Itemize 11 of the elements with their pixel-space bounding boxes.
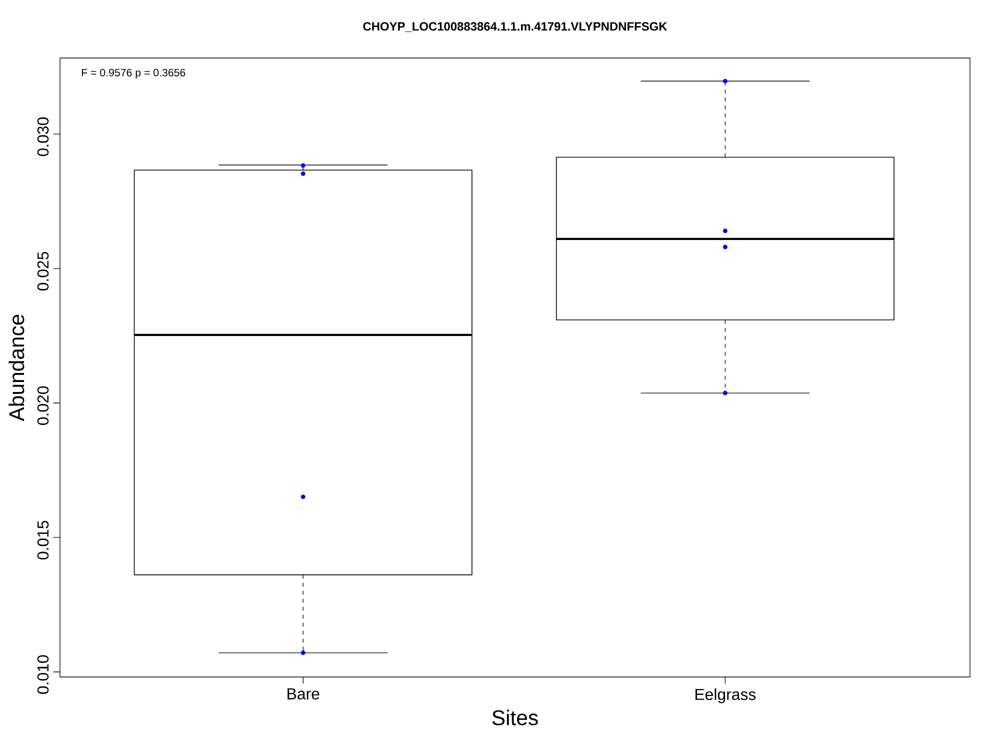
annotation: F = 0.9576 p = 0.3656 [82, 68, 186, 78]
x-tick-label: Bare [288, 688, 320, 700]
y-tick-label: 0.015 [37, 520, 49, 560]
y-tick-label: 0.010 [37, 655, 49, 694]
y-tick-label: 0.020 [37, 386, 49, 425]
x-axis-title: Sites [492, 710, 538, 726]
chart-title: CHOYP_LOC100883864.1.1.m.41791.VLYPNDNFFSGK [363, 22, 668, 32]
y-tick-label: 0.025 [37, 252, 49, 291]
x-tick-label: Eelgrass [696, 688, 756, 704]
y-tick-label: 0.030 [37, 117, 49, 156]
y-axis-title: Abundance [8, 314, 24, 422]
